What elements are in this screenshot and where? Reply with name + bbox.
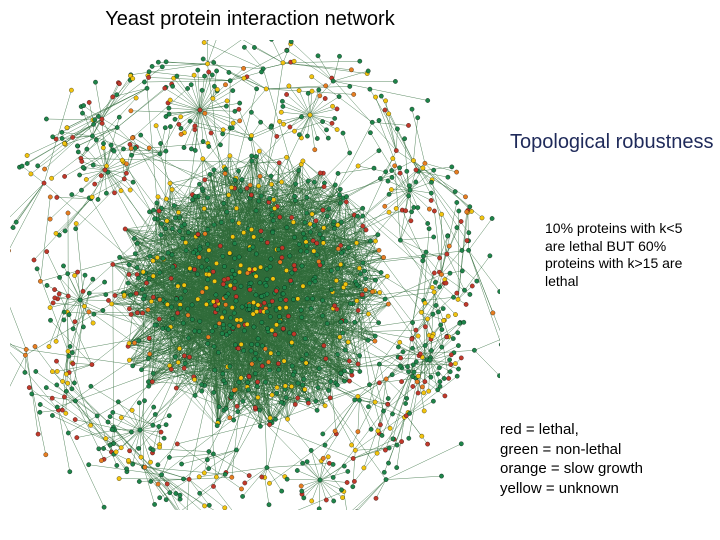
legend-green: green = non-lethal xyxy=(500,440,643,460)
network-diagram xyxy=(10,40,500,510)
legend-red: red = lethal, xyxy=(500,420,643,440)
legend-yellow: yellow = unknown xyxy=(500,479,643,499)
color-legend: red = lethal, green = non-lethal orange … xyxy=(500,420,643,498)
subtitle: Topological robustness xyxy=(510,130,713,154)
legend-orange: orange = slow growth xyxy=(500,459,643,479)
robustness-note: 10% proteins with k<5 are lethal BUT 60%… xyxy=(545,220,705,290)
page-title: Yeast protein interaction network xyxy=(0,8,500,31)
